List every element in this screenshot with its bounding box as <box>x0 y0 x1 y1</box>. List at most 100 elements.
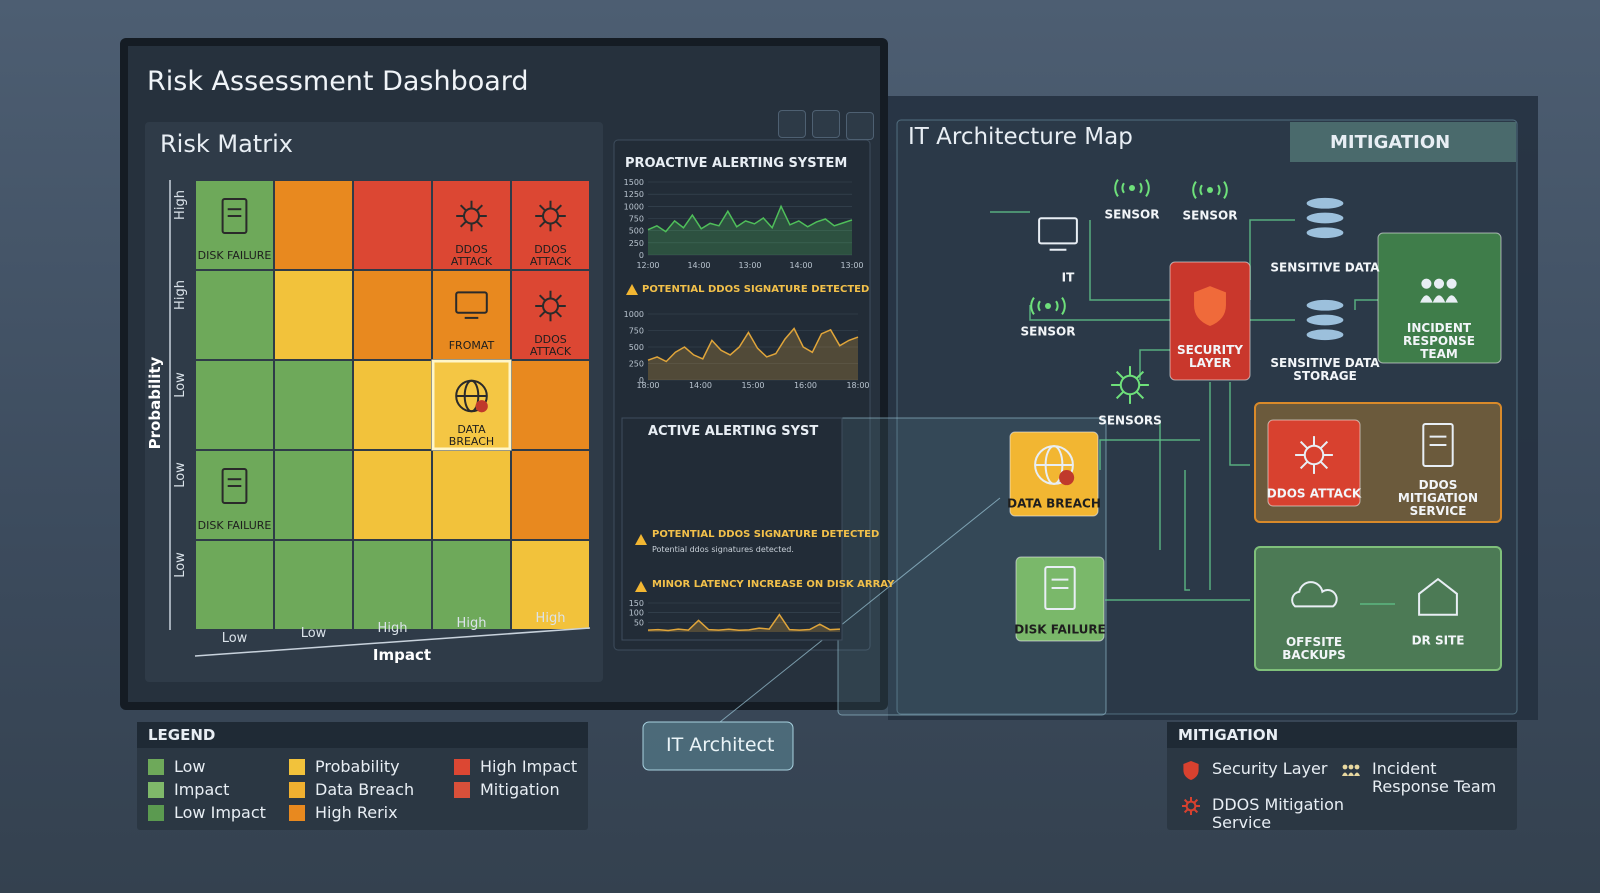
icon-part <box>1432 295 1446 303</box>
mitigation-header: MITIGATION <box>1330 132 1451 153</box>
legend-label: Data Breach <box>315 780 415 799</box>
icon-part <box>1115 390 1125 400</box>
x-tick-label: 12:00 <box>636 261 659 270</box>
matrix-cell <box>433 451 510 539</box>
y-tick-label: 1000 <box>624 202 644 211</box>
legend-label: Mitigation <box>480 780 560 799</box>
icon-part <box>1059 470 1075 486</box>
icon-part <box>1183 798 1189 804</box>
icon-part <box>1291 581 1338 608</box>
callout-line <box>719 497 1001 723</box>
icon-part <box>476 204 484 212</box>
icon-part <box>1135 370 1145 380</box>
legend-swatch <box>148 805 164 821</box>
icon-chip <box>1111 366 1149 404</box>
icon-shield <box>1194 286 1226 326</box>
icon-part <box>1319 440 1329 450</box>
arch-node-box <box>1267 419 1361 507</box>
matrix-cell-label: DDOS ATTACK <box>529 242 572 268</box>
callout-box <box>642 721 794 771</box>
legend-swatch <box>289 805 305 821</box>
y-tick-label: 750 <box>629 327 644 336</box>
matrix-cell <box>275 181 352 269</box>
line <box>647 327 859 363</box>
icon-part <box>221 198 248 234</box>
icon-ddos <box>1295 436 1333 474</box>
icon-part <box>1207 187 1213 193</box>
x-tick-label: 18:00 <box>846 381 869 390</box>
icon-ddos <box>535 290 566 322</box>
arch-node-label: OFFSITE BACKUPS <box>1282 634 1346 662</box>
matrix-cell <box>275 271 352 359</box>
x-axis-label: Impact <box>372 645 432 664</box>
icon-part <box>1354 764 1360 770</box>
x-axis-arrow <box>194 627 591 657</box>
arch-node-label: SENSOR <box>1182 208 1238 223</box>
icon-part <box>1044 566 1076 610</box>
legend-swatch <box>454 759 470 775</box>
mitigation-legend-header-band <box>1167 722 1517 748</box>
y-tick-label: 500 <box>629 227 644 236</box>
icon-ddos <box>535 200 566 232</box>
icon-computer <box>1038 217 1078 251</box>
icon-sensor <box>1192 181 1228 199</box>
icon-part <box>1114 179 1150 197</box>
alert-detail: Potential ddos signatures detected. <box>652 545 794 554</box>
expand-button[interactable] <box>846 112 874 140</box>
refresh-button[interactable] <box>778 110 806 138</box>
col-label: Low <box>300 625 327 641</box>
icon-part <box>538 294 546 302</box>
x-tick-label: 14:00 <box>789 261 812 270</box>
icon-part <box>1121 182 1143 194</box>
area <box>648 206 852 255</box>
legend-label: Low Impact <box>174 803 266 822</box>
matrix-cell-label: DISK FAILURE <box>197 518 272 532</box>
icon-part <box>1418 577 1458 616</box>
icon-part <box>1305 196 1345 210</box>
connector <box>1354 299 1378 310</box>
row-label: Low <box>172 552 188 578</box>
icon-part <box>1421 278 1432 289</box>
legend-swatch <box>148 759 164 775</box>
arch-node-label: DR SITE <box>1411 633 1465 648</box>
legend-swatch <box>289 759 305 775</box>
y-tick-label: 1500 <box>624 178 644 187</box>
icon-part <box>1342 772 1348 776</box>
matrix-cell-label: DDOS ATTACK <box>450 242 493 268</box>
icon-people <box>1342 764 1360 776</box>
alert-text: MINOR LATENCY INCREASE ON DISK ARRAY <box>652 579 895 590</box>
icon-part <box>1422 423 1454 467</box>
dashboard-title: Risk Assessment Dashboard <box>147 66 529 97</box>
x-tick-label: 13:00 <box>738 261 761 270</box>
y-tick-label: 150 <box>629 599 644 608</box>
connector <box>1229 382 1250 466</box>
icon-globe <box>455 379 488 413</box>
icon-part <box>475 400 488 413</box>
y-tick-label: 1000 <box>624 310 644 319</box>
settings-button[interactable] <box>812 110 840 138</box>
y-tick-label: 500 <box>629 343 644 352</box>
legend-label: Low <box>174 757 206 776</box>
icon-db <box>1305 298 1345 342</box>
icon-part <box>1446 278 1457 289</box>
icon-part <box>1354 772 1360 776</box>
legend-label: High Impact <box>480 757 578 776</box>
matrix-cell <box>512 541 589 629</box>
icon-part <box>1342 764 1348 770</box>
alert-text: POTENTIAL DDOS SIGNATURE DETECTED <box>642 284 870 295</box>
connector <box>1029 305 1170 321</box>
icon-part <box>555 294 563 302</box>
icon-part <box>476 220 484 228</box>
icon-part <box>1305 211 1345 225</box>
alerting-title: PROACTIVE ALERTING SYSTEM <box>625 156 848 171</box>
matrix-cell <box>433 271 510 359</box>
matrix-cell <box>196 181 273 269</box>
matrix-cell <box>354 271 431 359</box>
icon-part <box>459 220 467 228</box>
connector <box>1139 349 1170 380</box>
x-tick-label: 14:00 <box>689 381 712 390</box>
legend-header-band <box>137 722 588 748</box>
matrix-cell <box>512 361 589 449</box>
arch-node-label: SENSOR <box>1020 324 1076 339</box>
